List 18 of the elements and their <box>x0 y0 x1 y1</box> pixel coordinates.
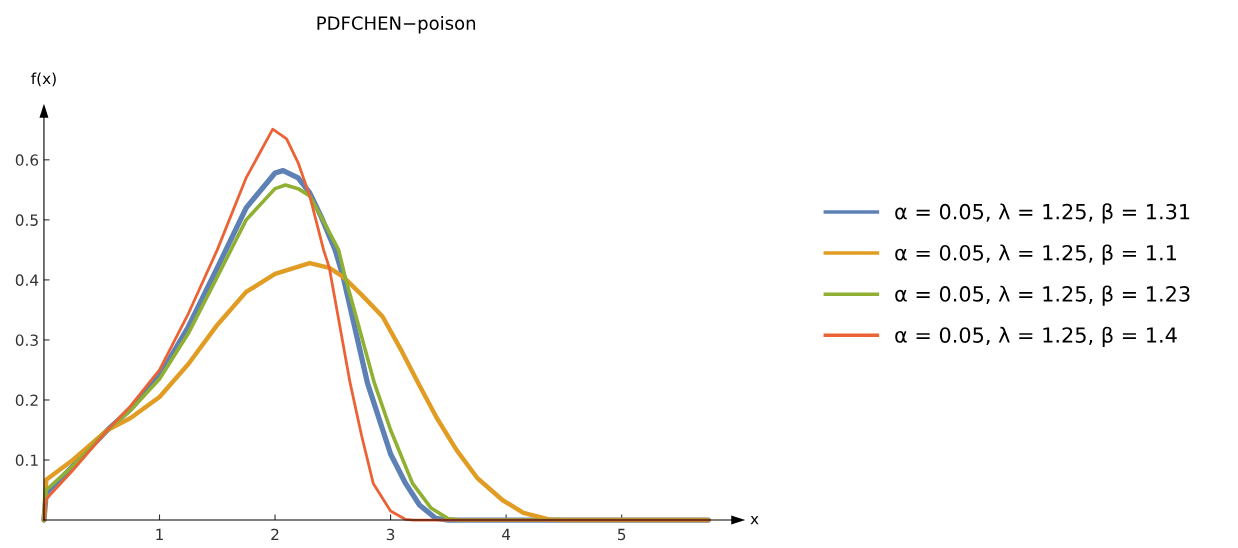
legend-label: α = 0.05, λ = 1.25, β = 1.23 <box>895 285 1190 306</box>
x-tick-label: 5 <box>618 528 626 541</box>
legend-label: α = 0.05, λ = 1.25, β = 1.31 <box>895 203 1190 224</box>
x-tick-label: 2 <box>271 528 279 540</box>
chart-title: PDFCHEN−poison <box>317 15 476 34</box>
y-tick-label: 0.3 <box>15 334 38 346</box>
legend-label: α = 0.05, λ = 1.25, β = 1.4 <box>895 326 1177 347</box>
legend-label: α = 0.05, λ = 1.25, β = 1.1 <box>895 244 1176 265</box>
x-tick-label: 4 <box>502 528 511 540</box>
x-tick-label: 3 <box>386 528 395 541</box>
x-tick-label: 1 <box>156 528 163 540</box>
y-tick-label: 0.6 <box>15 154 39 166</box>
y-tick-label: 0.4 <box>15 274 39 286</box>
y-axis-title: f(x) <box>31 72 56 87</box>
y-tick-label: 0.1 <box>15 454 38 467</box>
y-tick-label: 0.5 <box>15 214 38 226</box>
x-axis-title: x <box>750 515 759 525</box>
y-tick-label: 0.2 <box>15 394 38 406</box>
